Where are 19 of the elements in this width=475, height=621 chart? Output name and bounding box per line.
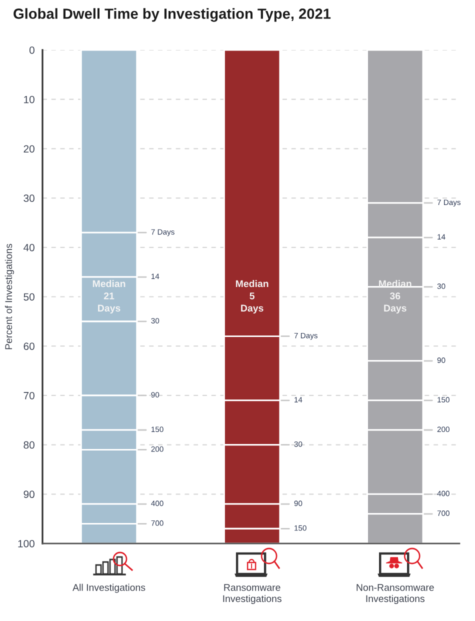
- y-tick-label: 50: [24, 293, 34, 301]
- y-tick-label: 20: [24, 145, 34, 153]
- y-tick-label: 80: [24, 441, 34, 449]
- y-tick-label: 100: [18, 540, 34, 548]
- y-axis-title: Percent of Investigations: [4, 244, 14, 350]
- x-tick-label: Non-Ransomware Investigations: [356, 584, 434, 604]
- annotation: Median 5 Days: [236, 280, 268, 314]
- chart-title: Global Dwell Time by Investigation Type, 2021: [14, 8, 331, 22]
- annotation: Median 21 Days: [92, 280, 126, 314]
- x-tick-label: All Investigations: [72, 584, 146, 593]
- y-tick-label: 90: [24, 490, 34, 498]
- x-tick-label: Ransomware Investigations: [223, 584, 282, 604]
- annotation: Median 36 Days: [379, 280, 412, 314]
- y-tick-label: 10: [24, 96, 34, 104]
- y-tick-label: 30: [24, 194, 34, 202]
- y-tick-label: 70: [24, 392, 34, 400]
- y-tick-label: 60: [24, 342, 34, 350]
- y-tick-label: 40: [24, 244, 34, 252]
- y-tick-label: 0: [29, 46, 34, 54]
